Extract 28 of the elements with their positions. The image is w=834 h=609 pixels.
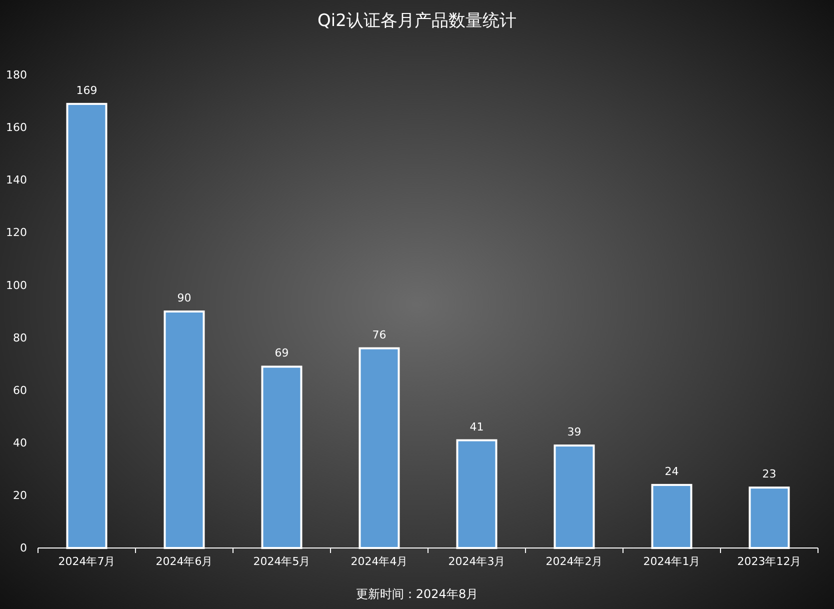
data-label: 41 — [470, 420, 484, 434]
y-tick-label: 180 — [6, 68, 27, 82]
x-tick-label: 2024年5月 — [253, 554, 310, 568]
y-tick-label: 60 — [13, 384, 27, 397]
x-tick-label: 2023年12月 — [737, 554, 802, 568]
x-tick-label: 2024年6月 — [156, 554, 213, 568]
y-tick-label: 0 — [20, 542, 27, 555]
chart-title: Qi2认证各月产品数量统计 — [318, 11, 516, 31]
x-tick-label: 2024年7月 — [58, 554, 116, 568]
y-tick-label: 100 — [6, 278, 27, 292]
y-tick-label: 160 — [6, 121, 27, 134]
data-label: 39 — [567, 426, 582, 439]
x-tick-label: 2024年4月 — [350, 554, 408, 568]
data-label: 169 — [76, 84, 98, 97]
x-tick-label: 2024年3月 — [448, 554, 506, 568]
data-label: 24 — [664, 464, 679, 478]
data-label: 90 — [177, 292, 192, 304]
y-tick-label: 80 — [13, 331, 27, 344]
y-tick-label: 40 — [13, 436, 27, 450]
y-tick-label: 140 — [6, 174, 27, 187]
y-tick-label: 120 — [6, 226, 27, 240]
x-tick-label: 2024年1月 — [643, 554, 700, 568]
data-label: 69 — [274, 346, 289, 360]
x-tick-label: 2024年2月 — [546, 554, 603, 568]
text: 更新时间：2024年8月 — [356, 587, 478, 601]
data-label: 23 — [762, 468, 776, 481]
data-label: 76 — [372, 328, 386, 342]
y-tick-label: 20 — [13, 488, 27, 502]
